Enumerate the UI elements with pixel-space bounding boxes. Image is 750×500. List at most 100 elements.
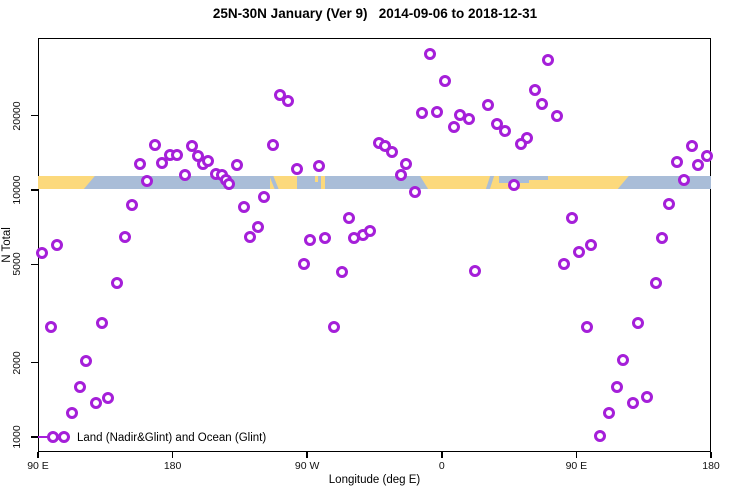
data-point — [573, 246, 586, 258]
data-point — [399, 158, 412, 171]
x-tick-mark — [306, 452, 308, 458]
data-point — [73, 381, 86, 394]
data-point — [616, 353, 629, 366]
data-point — [298, 258, 311, 271]
data-point — [223, 177, 236, 190]
data-point — [251, 221, 264, 234]
data-point — [51, 239, 64, 252]
x-tick-label: 90 E — [565, 460, 588, 472]
x-tick-mark — [441, 452, 443, 458]
x-tick-mark — [37, 452, 39, 458]
data-point — [585, 239, 598, 252]
data-point — [386, 145, 399, 158]
x-tick-mark — [710, 452, 712, 458]
data-point — [482, 98, 495, 111]
data-point — [266, 139, 279, 152]
y-tick-mark — [31, 361, 38, 364]
data-point — [603, 407, 616, 420]
data-point — [462, 112, 475, 125]
data-point — [395, 169, 408, 181]
data-point — [447, 120, 460, 133]
data-point — [257, 190, 270, 203]
data-point — [700, 150, 713, 163]
data-point — [178, 169, 191, 181]
y-axis-title: N Total — [1, 227, 13, 263]
data-point — [171, 148, 184, 161]
data-point — [111, 277, 124, 290]
data-point — [498, 125, 511, 138]
data-point — [281, 95, 294, 108]
x-tick-label: 180 — [702, 460, 720, 472]
x-tick-mark — [575, 452, 578, 458]
data-point — [408, 185, 421, 198]
data-point — [416, 106, 429, 119]
land-segment — [38, 176, 95, 189]
data-point — [655, 232, 668, 245]
data-point — [141, 174, 154, 187]
data-point — [313, 160, 326, 173]
data-point — [610, 381, 623, 394]
data-point — [685, 139, 698, 152]
data-point — [126, 199, 139, 212]
data-point — [431, 105, 444, 118]
y-tick-mark — [31, 436, 38, 438]
data-point — [244, 231, 257, 244]
y-tick-label: 2000 — [11, 350, 23, 375]
data-point — [528, 84, 541, 96]
data-point — [304, 233, 317, 246]
data-point — [102, 391, 115, 404]
x-tick-mark — [171, 452, 174, 458]
plot-area-frame — [38, 38, 711, 452]
data-point — [558, 258, 571, 271]
data-point — [468, 264, 481, 277]
data-point — [594, 429, 607, 442]
x-tick-label: 180 — [163, 460, 182, 472]
data-point — [631, 316, 644, 329]
data-point — [118, 231, 131, 244]
data-point — [343, 212, 356, 225]
data-point — [438, 75, 451, 88]
data-point — [36, 246, 49, 259]
data-point — [335, 265, 348, 278]
data-point — [148, 139, 161, 152]
data-point — [230, 159, 243, 172]
x-axis-title: Longitude (deg E) — [328, 474, 421, 486]
data-point — [678, 173, 691, 186]
data-point — [66, 407, 79, 420]
chart-title: 25N-30N January (Ver 9) 2014-09-06 to 20… — [212, 6, 538, 21]
data-point — [328, 320, 341, 333]
data-point — [640, 391, 653, 404]
data-point — [186, 139, 199, 152]
data-point — [238, 201, 251, 214]
x-tick-label: 90 E — [27, 460, 49, 472]
data-point — [290, 162, 303, 175]
land-ocean-band — [38, 176, 711, 189]
y-tick-mark — [31, 189, 38, 191]
x-tick-label: 0 — [438, 460, 445, 472]
data-point — [202, 155, 215, 168]
data-point — [423, 48, 436, 61]
y-tick-mark — [31, 114, 38, 117]
ocean-patch — [514, 176, 548, 180]
data-point — [133, 158, 146, 171]
data-point — [550, 109, 563, 122]
y-tick-label: 20000 — [11, 101, 23, 131]
data-point — [565, 212, 578, 225]
data-point — [580, 320, 593, 333]
data-point — [79, 355, 92, 368]
y-tick-label: 10000 — [11, 175, 23, 205]
data-point — [90, 397, 103, 410]
data-point — [507, 178, 520, 191]
y-tick-label: 1000 — [11, 425, 23, 449]
legend-marker — [57, 431, 70, 443]
data-point — [364, 225, 376, 238]
y-tick-mark — [31, 263, 38, 266]
data-point — [156, 156, 169, 169]
data-point — [649, 277, 662, 290]
x-tick-label: 90 W — [294, 460, 320, 472]
data-point — [663, 198, 676, 211]
data-point — [319, 232, 332, 245]
data-point — [541, 53, 554, 66]
data-point — [515, 137, 528, 150]
